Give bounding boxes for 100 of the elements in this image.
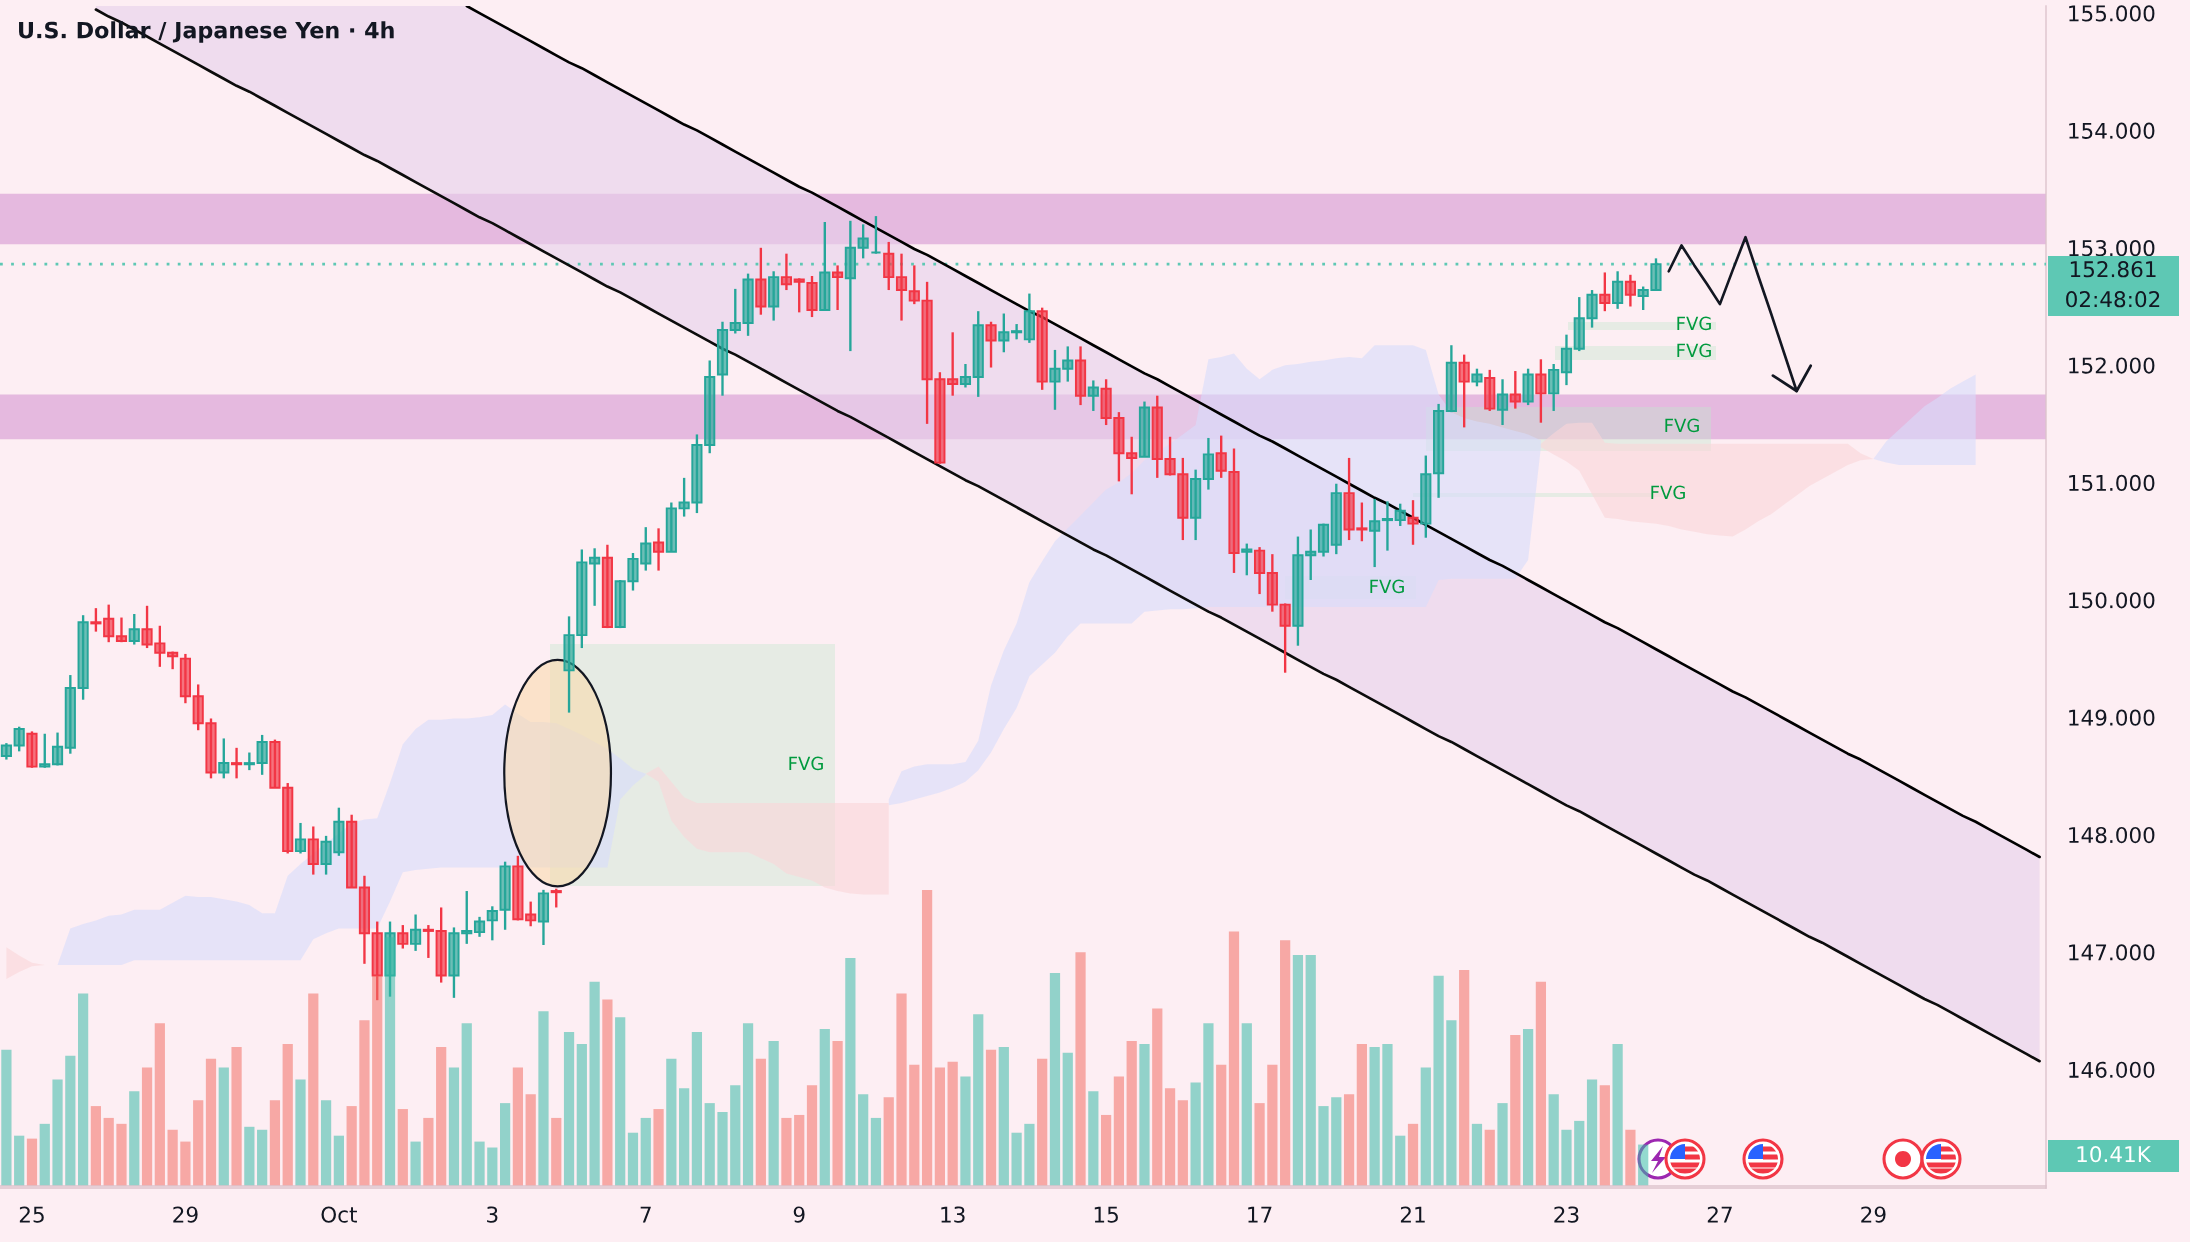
candlestick: [1254, 545, 1266, 596]
candlestick: [115, 616, 128, 644]
candlestick: [1062, 345, 1074, 383]
candlestick: [1637, 285, 1649, 312]
candlestick: [141, 604, 153, 650]
candlestick: [1241, 542, 1253, 577]
line-series: [465, 6, 2041, 859]
candlestick: [1036, 306, 1048, 392]
text: 02:48:02: [2066, 291, 2160, 308]
candlestick: [231, 746, 243, 780]
x-tick-label: 17: [1248, 1206, 1272, 1223]
annotation: FVG: [1677, 343, 1711, 358]
candlestick: [601, 543, 613, 630]
candlestick: [1369, 497, 1381, 569]
candlestick: [1381, 500, 1394, 552]
candlestick: [1560, 333, 1573, 387]
candlestick: [346, 813, 358, 889]
candlestick: [844, 219, 856, 353]
y-tick-label: 149.000: [2069, 709, 2155, 726]
candlestick: [461, 889, 473, 946]
candlestick: [1023, 292, 1035, 345]
candlestick: [934, 371, 946, 465]
candlestick: [179, 652, 191, 705]
candlestick: [1535, 358, 1547, 424]
candlestick: [1317, 522, 1330, 558]
candlestick: [1266, 552, 1278, 613]
candlestick: [678, 476, 690, 518]
candlestick: [998, 312, 1010, 354]
candlestick: [1049, 348, 1061, 411]
candlestick: [512, 854, 524, 922]
candlestick: [1484, 368, 1496, 413]
candlestick: [205, 717, 217, 780]
candlestick: [218, 737, 230, 780]
candlestick: [806, 274, 818, 319]
candlestick: [1420, 454, 1432, 539]
x-tick-label: 29: [1861, 1206, 1886, 1223]
candlestick: [985, 320, 997, 369]
candlestick: [793, 277, 805, 314]
candlestick: [1113, 410, 1125, 483]
candlestick: [1126, 435, 1138, 496]
candlestick: [26, 730, 38, 769]
text: 10.41K: [2077, 1145, 2152, 1163]
candlestick: [537, 888, 550, 947]
y-tick-label: 147.000: [2069, 944, 2155, 961]
candlestick: [908, 264, 920, 306]
candlestick: [832, 264, 844, 312]
candlestick: [1586, 288, 1598, 329]
candlestick: [614, 578, 626, 630]
candlestick: [397, 923, 409, 950]
candlestick: [1458, 353, 1470, 429]
candlestick: [1548, 362, 1560, 413]
candlestick: [768, 270, 780, 322]
candlestick: [1011, 322, 1023, 341]
candlestick: [1279, 602, 1291, 674]
candlestick: [1087, 379, 1099, 413]
x-tick-label: 21: [1400, 1206, 1425, 1223]
y-tick-label: 150.000: [2069, 592, 2155, 609]
candlestick: [1190, 468, 1202, 542]
candlestick: [307, 825, 319, 876]
candlestick: [243, 751, 255, 772]
candlestick: [1573, 295, 1585, 353]
candlestick: [1407, 498, 1419, 546]
candlestick: [652, 527, 665, 572]
candlestick: [1164, 435, 1176, 477]
y-tick-label: 146.000: [2069, 1061, 2155, 1078]
candlestick: [1612, 270, 1624, 311]
candlestick: [819, 220, 831, 312]
x-tick-label: 3: [487, 1206, 498, 1223]
candlestick: [269, 738, 281, 789]
y-tick-label: 153.000: [2069, 240, 2155, 257]
candlestick: [742, 272, 754, 338]
annotation: FVG: [1370, 579, 1404, 594]
x-tick-label: Oct: [321, 1206, 357, 1223]
candlestick: [1650, 257, 1662, 292]
candlestick: [77, 614, 89, 701]
candlestick: [716, 320, 729, 397]
candlestick: [1356, 501, 1368, 543]
candlestick: [320, 834, 332, 876]
candlestick: [0, 741, 12, 761]
candlestick: [448, 926, 460, 1000]
candlestick: [1343, 456, 1355, 542]
candlestick: [665, 501, 677, 553]
candlestick: [358, 874, 371, 965]
candlestick: [486, 905, 498, 942]
y-tick-label: 154.000: [2069, 122, 2155, 139]
x-tick-label: 29: [173, 1206, 198, 1223]
candlestick: [410, 913, 422, 953]
candlestick: [691, 433, 703, 515]
candlestick: [167, 650, 179, 671]
candlestick: [640, 525, 652, 572]
x-tick-label: 7: [640, 1206, 651, 1223]
candlestick: [1292, 535, 1304, 647]
candlestick: [1394, 502, 1406, 528]
candlestick: [333, 806, 345, 857]
candlestick: [1138, 400, 1151, 458]
candlestick: [435, 906, 447, 984]
candlestick: [729, 287, 741, 335]
candlestick: [128, 612, 140, 646]
candlestick: [870, 214, 882, 255]
candlestick: [90, 606, 102, 633]
